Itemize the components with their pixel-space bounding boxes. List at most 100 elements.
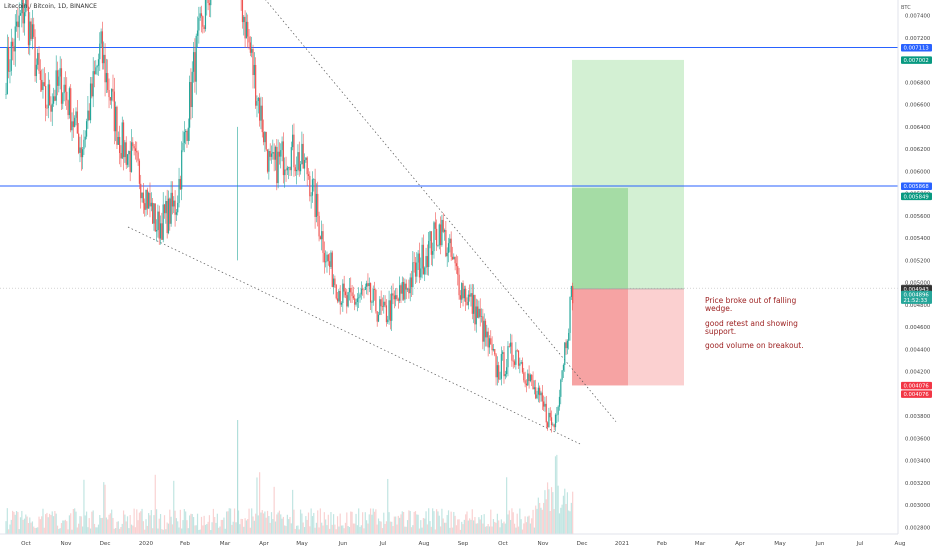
candle-body bbox=[269, 150, 271, 157]
candle-body bbox=[491, 344, 493, 351]
candle-body bbox=[47, 84, 49, 109]
candle-body bbox=[199, 13, 201, 18]
volume-bar bbox=[474, 517, 476, 534]
volume-bar bbox=[305, 516, 307, 534]
candle-body bbox=[367, 283, 369, 287]
price-axis[interactable]: 0.002800 0.003000 0.003200 0.003400 0.003600… bbox=[897, 0, 931, 534]
candle-body bbox=[314, 179, 316, 217]
volume-bar bbox=[56, 525, 59, 534]
candle-body bbox=[244, 16, 246, 39]
volume-bar bbox=[17, 512, 19, 534]
volume-bar bbox=[369, 508, 372, 534]
volume-bar bbox=[253, 520, 255, 534]
candle-body bbox=[566, 340, 568, 349]
volume-bar bbox=[95, 527, 97, 534]
candle-body bbox=[286, 167, 288, 171]
volume-bar bbox=[282, 516, 284, 534]
volume-bar bbox=[76, 527, 78, 534]
candle-body bbox=[306, 157, 308, 175]
volume-bar bbox=[350, 511, 352, 534]
time-axis[interactable]: Oct Nov Dec 2020 Feb Mar Apr May Jun Jul Aug Sep Oct… bbox=[0, 533, 906, 547]
candle-body bbox=[326, 254, 328, 262]
volume-bar bbox=[417, 514, 419, 534]
candle-body bbox=[183, 132, 185, 143]
volume-bar bbox=[482, 523, 484, 534]
volume-bar bbox=[179, 509, 181, 534]
volume-bar bbox=[463, 519, 465, 534]
candle-body bbox=[380, 299, 382, 307]
volume-bar bbox=[307, 512, 310, 534]
volume-bar bbox=[449, 527, 451, 534]
candle-body bbox=[476, 306, 479, 318]
volume-bar bbox=[66, 521, 68, 534]
candle-body bbox=[262, 132, 265, 143]
volume-bar bbox=[233, 508, 236, 534]
volume-bar bbox=[568, 510, 570, 534]
candle-body bbox=[409, 277, 411, 294]
candle-body bbox=[202, 16, 204, 27]
volume-bar bbox=[433, 511, 435, 534]
candle-body bbox=[17, 21, 19, 28]
volume-bar bbox=[165, 529, 167, 534]
candle-body bbox=[39, 70, 41, 80]
volume-bar bbox=[438, 515, 440, 534]
volume-bar bbox=[204, 524, 207, 534]
candle-body bbox=[396, 295, 398, 300]
volume-bar bbox=[276, 514, 278, 534]
candle-body bbox=[342, 283, 344, 303]
volume-bar bbox=[552, 492, 554, 534]
volume-bar bbox=[321, 522, 323, 534]
candle-body bbox=[562, 364, 565, 371]
candle-body bbox=[329, 261, 331, 267]
candle-body bbox=[348, 287, 351, 293]
candle-body bbox=[159, 223, 162, 239]
candle-body bbox=[478, 308, 480, 318]
volume-bar bbox=[13, 511, 15, 534]
volume-bar bbox=[122, 510, 125, 534]
volume-bar bbox=[317, 510, 319, 534]
volume-bar bbox=[290, 523, 292, 534]
horizontal-levels[interactable] bbox=[0, 47, 898, 187]
volume-bar bbox=[83, 479, 85, 534]
volume-bar bbox=[466, 511, 468, 534]
volume-bar bbox=[70, 513, 72, 534]
candle-body bbox=[480, 316, 483, 317]
volume-bar bbox=[169, 509, 171, 534]
candle-body bbox=[325, 261, 327, 263]
candle-body bbox=[371, 302, 373, 304]
annotation-retest: good retest and showing support. bbox=[705, 319, 798, 336]
candle-body bbox=[272, 152, 274, 154]
volume-bar bbox=[288, 519, 290, 534]
volume-bar bbox=[495, 522, 497, 534]
volume-bar bbox=[79, 516, 81, 534]
candle-body bbox=[373, 288, 376, 290]
volume-bar bbox=[384, 523, 386, 534]
volume-bar bbox=[439, 526, 442, 534]
candle-body bbox=[453, 256, 455, 260]
volume-bar bbox=[528, 515, 530, 534]
volume-bar bbox=[117, 521, 119, 534]
volume-bar bbox=[116, 521, 118, 534]
volume-bar bbox=[486, 526, 488, 534]
candle-body bbox=[144, 203, 146, 210]
volume-bar bbox=[385, 521, 388, 534]
volume-bar bbox=[453, 511, 455, 534]
candle-body bbox=[243, 16, 245, 23]
candle-body bbox=[252, 48, 254, 76]
volume-bar bbox=[285, 526, 287, 534]
candle-body bbox=[311, 179, 314, 196]
candle-body bbox=[294, 167, 296, 172]
volume-bar bbox=[34, 527, 36, 534]
volume-bar bbox=[536, 508, 538, 534]
volume-bar bbox=[557, 485, 559, 534]
candle-body bbox=[331, 252, 333, 287]
volume-bar bbox=[181, 528, 183, 534]
candle-body bbox=[554, 414, 557, 428]
volume-bar bbox=[96, 527, 98, 534]
volume-bar bbox=[64, 519, 67, 534]
volume-bar bbox=[103, 482, 105, 534]
wedge-upper-line bbox=[265, 0, 617, 422]
candle-body bbox=[198, 17, 200, 31]
volume-bar bbox=[71, 529, 73, 534]
